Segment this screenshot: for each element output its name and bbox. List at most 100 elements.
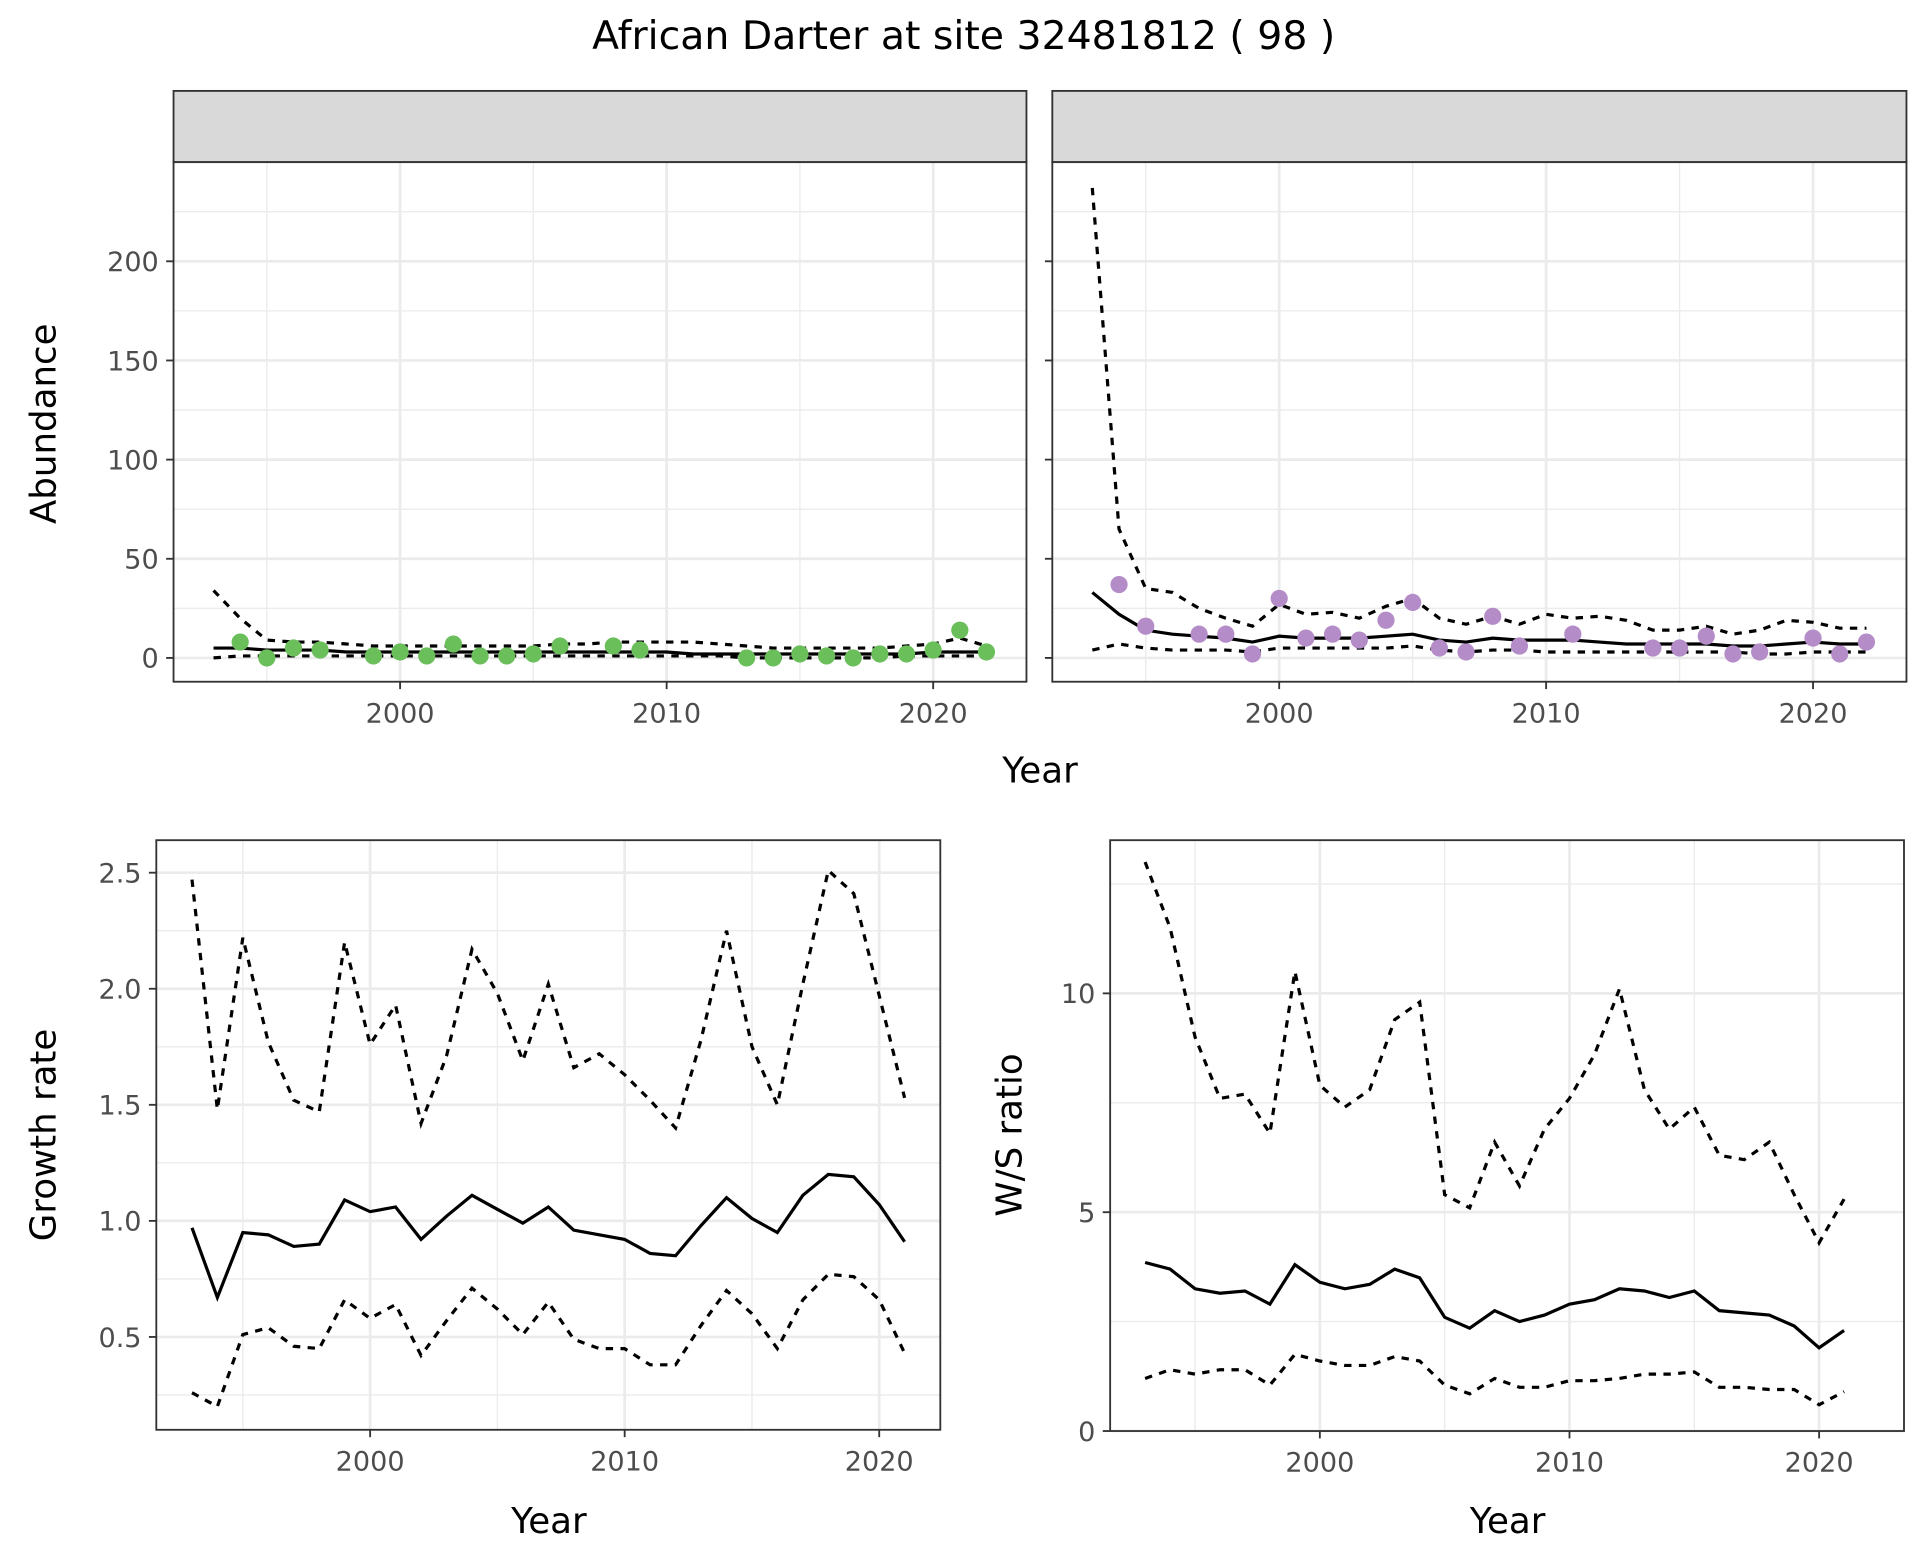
data-point <box>604 637 622 655</box>
plot-border <box>172 161 1028 683</box>
data-point <box>311 641 329 659</box>
data-point <box>471 647 489 665</box>
data-point <box>258 649 276 667</box>
data-point <box>1404 593 1422 612</box>
facet-strip <box>1051 89 1908 164</box>
plot-background <box>1110 840 1904 1432</box>
y-tick-label: 1.5 <box>98 1091 141 1122</box>
plot-border <box>155 839 942 1431</box>
data-point <box>951 621 969 639</box>
data-point <box>871 645 889 663</box>
data-point <box>284 639 303 657</box>
x-tick-label: 2020 <box>899 698 968 729</box>
series-line-lower <box>1144 1352 1845 1407</box>
data-point <box>817 647 836 665</box>
x-tick-label: 2020 <box>1779 698 1848 729</box>
panel-panel2: 2000 2010 2020 0.5 1.0 1.5 2.0 2.5 <box>98 839 942 1477</box>
data-point <box>1190 625 1208 643</box>
data-point <box>764 649 782 667</box>
y-tick-label: 0.5 <box>98 1323 141 1354</box>
panel-summer: 2000 2010 2020 0 50 100 150 200 <box>107 89 1028 729</box>
series-line-lower <box>1091 642 1867 656</box>
data-point <box>924 641 942 659</box>
data-point <box>1564 625 1582 643</box>
data-point <box>1724 645 1742 663</box>
data-point <box>1377 611 1395 629</box>
data-point <box>231 633 249 651</box>
data-point <box>1430 639 1448 657</box>
x-tick-label: 2020 <box>845 1446 914 1477</box>
chart-title: African Darter at site 32481812 ( 98 ) <box>592 13 1335 59</box>
x-tick-label: 2020 <box>1785 1448 1854 1479</box>
facet-strip <box>172 89 1028 164</box>
x-tick-label: 2000 <box>1245 698 1314 729</box>
data-point <box>498 647 516 665</box>
data-point <box>1323 625 1342 643</box>
x-tick-label: 2000 <box>366 698 435 729</box>
data-point <box>844 649 862 667</box>
y-tick-label: 5 <box>1078 1198 1095 1229</box>
x-tick-label: 2000 <box>336 1446 405 1477</box>
plot-background <box>156 840 941 1430</box>
plot-background <box>173 162 1027 682</box>
series-line-upper <box>1143 861 1846 1247</box>
y-tick-label: 50 <box>124 545 158 576</box>
series-line-upper <box>212 589 987 650</box>
data-point <box>1484 607 1502 625</box>
data-point <box>1110 575 1128 594</box>
series-line-lower <box>191 1272 907 1409</box>
data-point <box>1644 639 1662 657</box>
x-tick-label: 2010 <box>1535 1448 1604 1479</box>
x-tick-label: 2010 <box>590 1446 659 1477</box>
data-point <box>737 649 756 667</box>
data-point <box>977 643 996 661</box>
data-point <box>1350 631 1368 649</box>
data-point <box>1243 645 1262 663</box>
x-tick-label: 2000 <box>1285 1448 1354 1479</box>
data-point <box>1697 627 1715 645</box>
y-tick-label: 1.0 <box>98 1207 141 1238</box>
data-point <box>1510 637 1529 655</box>
data-point <box>1270 589 1288 608</box>
data-point <box>418 647 436 665</box>
y-axis-title-growth: Growth rate <box>23 1029 64 1242</box>
series-line-upper <box>1090 187 1867 636</box>
data-point <box>897 645 916 663</box>
data-point <box>364 647 383 665</box>
x-axis-title-top: Year <box>1001 750 1078 791</box>
data-point <box>551 637 569 655</box>
x-tick-label: 2010 <box>1512 698 1581 729</box>
y-tick-label: 150 <box>107 346 159 377</box>
plot-border <box>1109 839 1905 1432</box>
data-point <box>444 635 463 653</box>
series-line-lower <box>213 654 987 660</box>
panel-panel3: 2000 2010 2020 0 5 10 <box>1061 839 1905 1479</box>
y-tick-label: 100 <box>107 445 159 476</box>
y-tick-label: 2.0 <box>98 975 141 1006</box>
x-tick-label: 2010 <box>632 698 701 729</box>
data-point <box>1831 645 1849 663</box>
y-tick-label: 2.5 <box>98 859 141 890</box>
data-point <box>391 643 409 661</box>
panel-winter: 2000 2010 2020 <box>1044 89 1908 729</box>
series-line-upper <box>190 867 907 1132</box>
data-point <box>1457 643 1475 661</box>
data-point <box>791 645 809 663</box>
plot-background <box>1052 162 1907 682</box>
data-point <box>1670 639 1689 657</box>
y-tick-label: 0 <box>1078 1417 1095 1448</box>
data-point <box>1804 629 1822 647</box>
y-axis-title-top: Abundance <box>23 323 64 524</box>
plot-border <box>1051 161 1908 683</box>
data-point <box>1751 643 1769 661</box>
y-axis-title-ws: W/S ratio <box>990 1053 1031 1216</box>
data-point <box>1857 633 1876 651</box>
data-point <box>631 641 649 659</box>
y-tick-label: 0 <box>142 644 159 675</box>
x-axis-title-growth: Year <box>510 1501 587 1542</box>
series-line-mean <box>1144 1260 1845 1350</box>
series-line-mean <box>190 1172 906 1303</box>
data-point <box>1137 617 1155 635</box>
x-axis-title-ws: Year <box>1469 1501 1546 1542</box>
